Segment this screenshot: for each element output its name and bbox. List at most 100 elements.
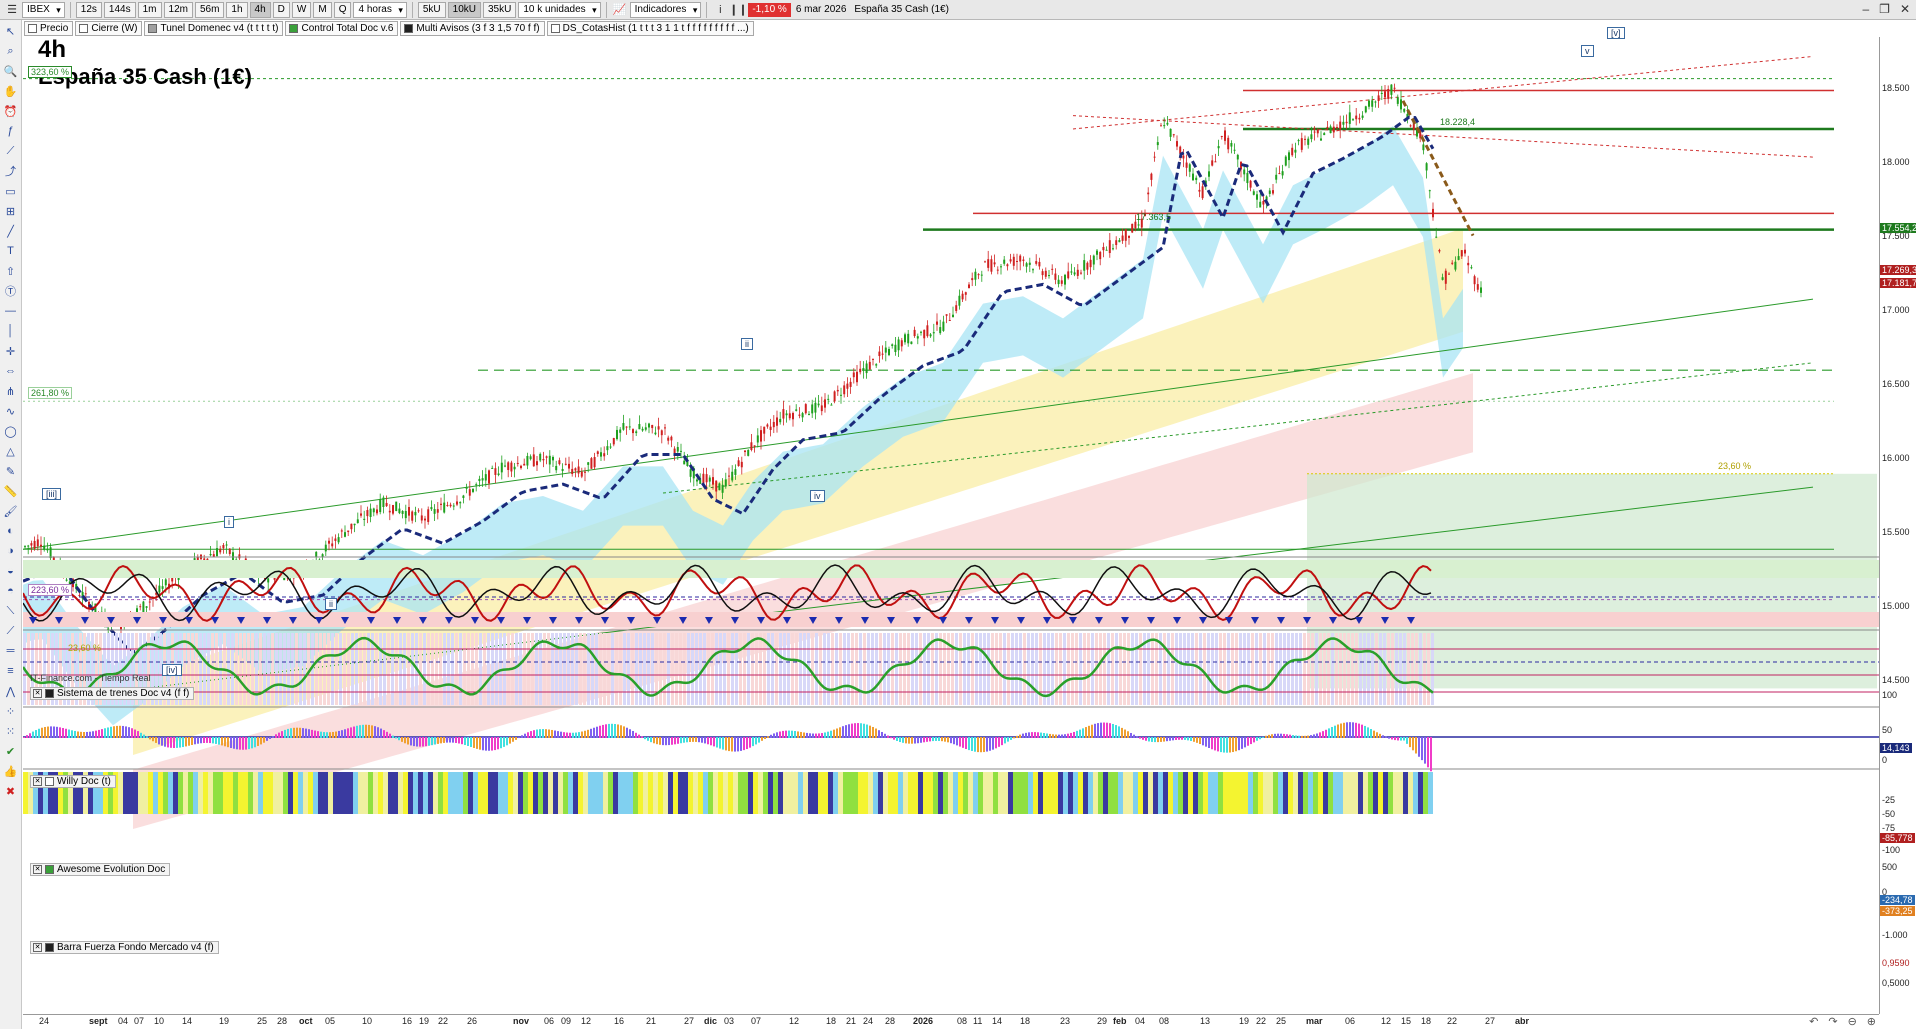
rectangle-icon[interactable]: ▭	[5, 185, 16, 198]
diagonal-icon[interactable]: ⟍	[6, 604, 15, 617]
trend-icon[interactable]: ⤴	[5, 166, 16, 178]
arrow-up-icon[interactable]: ⇧	[5, 265, 16, 278]
hline2-icon[interactable]: ═	[6, 645, 15, 657]
minimize-icon[interactable]: –	[1862, 2, 1870, 16]
close-icon[interactable]: ✕	[33, 865, 42, 874]
period-4h[interactable]: 4h	[249, 1, 271, 18]
awesome-bar	[308, 729, 310, 738]
period-q[interactable]: Q	[333, 1, 352, 18]
text-icon[interactable]: T	[7, 245, 14, 257]
legend-item-multi-avisos[interactable]: Multi Avisos (3 f 3 1,5 70 f f)	[400, 21, 545, 36]
ellipse-icon[interactable]: ◯	[4, 425, 17, 438]
time-tick: 07	[134, 1016, 145, 1026]
candle-body	[561, 468, 564, 472]
close-icon[interactable]: ✕	[33, 943, 42, 952]
zoom-in-icon[interactable]: ⊕	[1866, 1016, 1876, 1028]
diagonal2-icon[interactable]: ⟋	[6, 624, 15, 637]
undo-icon[interactable]: ↶	[1809, 1016, 1819, 1028]
shape-a-icon[interactable]: ◐	[7, 525, 14, 537]
info-icon[interactable]: i	[719, 3, 722, 16]
price-axis[interactable]: 18.500 18.000 17.500 17.000 16.500 16.00…	[1879, 37, 1916, 1014]
shape-c-icon[interactable]: ◒	[7, 565, 14, 577]
grid-icon[interactable]: ⊞	[5, 205, 16, 218]
awesome-bar	[1094, 723, 1096, 738]
awesome-bar	[614, 723, 616, 738]
units-select[interactable]: 10 k unidades	[518, 1, 601, 18]
pitchfork-icon[interactable]: ⋔	[5, 385, 16, 398]
candle-body	[321, 554, 324, 558]
pane-label-trenes[interactable]: ✕ Sistema de trenes Doc v4 (f f)	[30, 687, 195, 700]
legend-item-precio[interactable]: Precio	[24, 21, 74, 36]
measure-icon[interactable]: ⇔	[5, 365, 16, 377]
redo-icon[interactable]: ↷	[1828, 1016, 1838, 1028]
restore-icon[interactable]: ❐	[1879, 2, 1890, 16]
fuerza-bar	[168, 772, 173, 814]
pause-icon[interactable]: ❙❙	[729, 4, 748, 16]
indicators-icon[interactable]: 📈	[612, 4, 627, 16]
period-144s[interactable]: 144s	[103, 1, 136, 18]
thumb-up-icon[interactable]: 👍	[3, 765, 18, 778]
fuerza-bar	[278, 772, 283, 814]
circle-t-icon[interactable]: Ⓣ	[5, 286, 16, 298]
legend-item-tunel[interactable]: Tunel Domenec v4 (t t t t t)	[144, 21, 284, 36]
awesome-bar	[1097, 723, 1099, 738]
legend-item-cierre[interactable]: Cierre (W)	[75, 21, 143, 36]
brush-icon[interactable]: 🖌	[3, 505, 18, 518]
shape-b-icon[interactable]: ◑	[7, 545, 14, 557]
period-56m[interactable]: 56m	[194, 1, 225, 18]
zoom-out-icon[interactable]: ⊖	[1847, 1016, 1857, 1028]
fuerza-bar	[23, 772, 28, 814]
hline3-icon[interactable]: ≡	[7, 665, 14, 677]
timeframe-select[interactable]: 4 horas	[353, 1, 407, 18]
app-menu-icon[interactable]: ☰	[7, 4, 17, 16]
indicators-select[interactable]: Indicadores	[629, 1, 702, 18]
alarm-icon[interactable]: ⏰	[3, 105, 18, 118]
period-m[interactable]: M	[313, 1, 332, 18]
willy-bg-bar	[143, 633, 146, 705]
wave-icon[interactable]: ∿	[5, 405, 16, 418]
awesome-bar	[524, 733, 526, 738]
pencil-icon[interactable]: ✎	[5, 465, 16, 478]
period-12m[interactable]: 12m	[163, 1, 193, 18]
chart-area[interactable]	[23, 37, 1879, 1014]
ruler-icon[interactable]: 📏	[3, 485, 18, 498]
pane-label-awesome[interactable]: ✕ Awesome Evolution Doc	[30, 863, 171, 876]
cross-icon[interactable]: ✛	[5, 345, 16, 358]
check-icon[interactable]: ✔	[5, 745, 16, 758]
line-icon[interactable]: ╱	[7, 225, 14, 238]
period-12s[interactable]: 12s	[75, 1, 102, 18]
volume-5ku[interactable]: 5kU	[417, 1, 446, 18]
hand-icon[interactable]: ✋	[3, 85, 18, 98]
close-icon[interactable]: ✕	[33, 777, 42, 786]
period-1h[interactable]: 1h	[226, 1, 248, 18]
channel-icon[interactable]: ⟋	[6, 144, 15, 157]
candle-body	[382, 497, 385, 508]
volume-10ku[interactable]: 10kU	[447, 1, 481, 18]
close-icon[interactable]: ✕	[33, 689, 42, 698]
legend-item-control-total[interactable]: Control Total Doc v.6	[285, 21, 399, 36]
volume-35ku[interactable]: 35kU	[483, 1, 517, 18]
dots-icon[interactable]: ⁙	[5, 725, 16, 738]
period-1m[interactable]: 1m	[137, 1, 162, 18]
symbol-select[interactable]: IBEX	[22, 1, 65, 18]
period-w[interactable]: W	[291, 1, 312, 18]
fan-icon[interactable]: ⋀	[5, 685, 16, 698]
delete-icon[interactable]: ✖	[5, 785, 16, 798]
pane-label-fuerza[interactable]: ✕ Barra Fuerza Fondo Mercado v4 (f)	[30, 941, 219, 954]
hline-icon[interactable]: —	[5, 305, 16, 317]
shape-d-icon[interactable]: ◓	[7, 585, 14, 597]
willy-bg-bar	[1343, 633, 1346, 705]
candle-body	[1003, 259, 1006, 264]
vline-icon[interactable]: │	[7, 325, 14, 337]
legend-item-cotashist[interactable]: DS_CotasHist (1 t t t 3 1 1 t f f f f f …	[546, 21, 754, 36]
zoom-icon[interactable]: ⌕	[7, 44, 14, 57]
time-axis[interactable]: 24 sept 04 07 10 14 19 25 28 oct 05 10 16 19 22 26 nov 06…	[23, 1014, 1879, 1029]
magnifier-icon[interactable]: 🔍	[3, 65, 18, 78]
period-d[interactable]: D	[272, 1, 290, 18]
close-icon[interactable]: ✕	[1899, 2, 1910, 16]
cursor-icon[interactable]: ↖	[5, 25, 16, 38]
fibonacci-icon[interactable]: ƒ	[7, 125, 14, 137]
triangle-icon[interactable]: △	[6, 445, 15, 458]
scatter-icon[interactable]: ⁘	[5, 705, 16, 718]
pane-label-willy[interactable]: ✕ Willy Doc (t)	[30, 775, 116, 788]
